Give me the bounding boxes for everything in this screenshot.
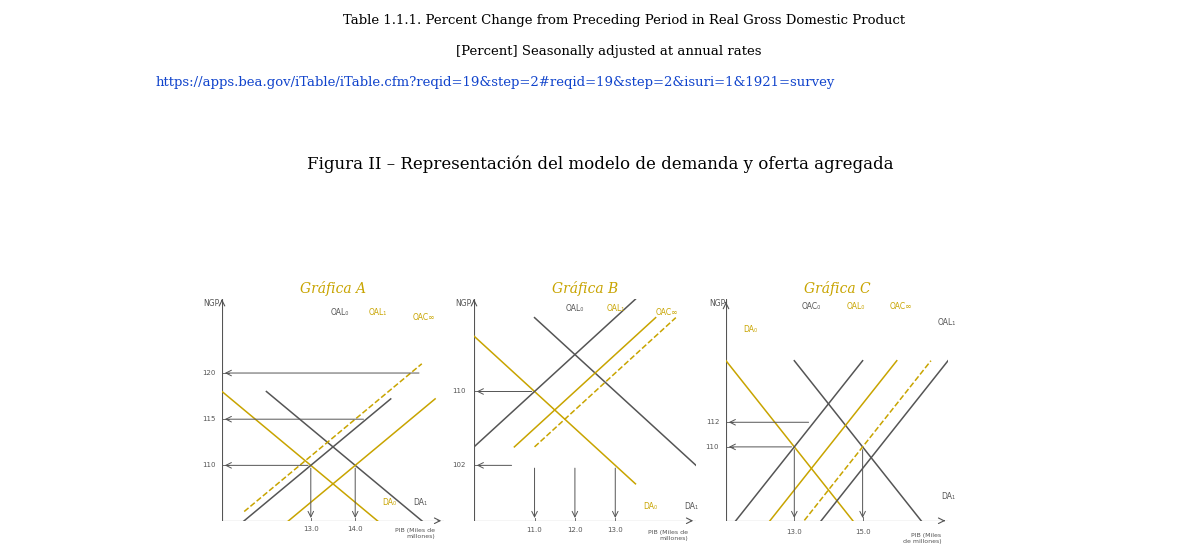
Text: 13.0: 13.0 (302, 526, 319, 532)
Text: DA₀: DA₀ (643, 502, 658, 511)
Text: OAL₀: OAL₀ (330, 309, 349, 317)
Text: OAC∞: OAC∞ (890, 301, 912, 311)
Text: OAC∞: OAC∞ (413, 313, 436, 322)
Text: 102: 102 (452, 463, 466, 468)
Text: 11.0: 11.0 (527, 527, 542, 533)
Text: NGP: NGP (709, 299, 726, 308)
Text: DA₀: DA₀ (382, 498, 396, 507)
Text: Gráfica B: Gráfica B (552, 281, 618, 296)
Text: 110: 110 (452, 388, 466, 394)
Text: OAC∞: OAC∞ (655, 309, 678, 317)
Text: 110: 110 (706, 444, 719, 450)
Text: NGP: NGP (204, 299, 220, 308)
Text: 15.0: 15.0 (854, 530, 870, 535)
Text: DA₁: DA₁ (684, 502, 698, 511)
Text: 120: 120 (202, 370, 215, 376)
Text: 110: 110 (202, 463, 215, 468)
Text: Gráfica C: Gráfica C (804, 281, 870, 296)
Text: OAC₀: OAC₀ (802, 301, 821, 311)
Text: Gráfica A: Gráfica A (300, 281, 366, 296)
Text: OAL₁: OAL₁ (937, 317, 956, 327)
Text: NGP: NGP (456, 299, 472, 308)
Text: 13.0: 13.0 (607, 527, 623, 533)
Text: PIB (Miles de
millones): PIB (Miles de millones) (648, 530, 688, 541)
Text: DA₁: DA₁ (413, 498, 427, 507)
Text: Figura II – Representación del modelo de demanda y oferta agregada: Figura II – Representación del modelo de… (307, 155, 893, 173)
Text: OAL₁: OAL₁ (368, 309, 386, 317)
Text: PIB (Miles
de millones): PIB (Miles de millones) (902, 533, 941, 544)
Text: 112: 112 (706, 419, 719, 425)
Text: 12.0: 12.0 (568, 527, 583, 533)
Text: Table 1.1.1. Percent Change from Preceding Period in Real Gross Domestic Product: Table 1.1.1. Percent Change from Precedi… (343, 14, 905, 27)
Text: 14.0: 14.0 (347, 526, 364, 532)
Text: 115: 115 (202, 416, 215, 422)
Text: OAL₀: OAL₀ (565, 304, 584, 313)
Text: OAL₁: OAL₁ (606, 304, 624, 313)
Text: https://apps.bea.gov/iTable/iTable.cfm?reqid=19&step=2#reqid=19&step=2&isuri=1&1: https://apps.bea.gov/iTable/iTable.cfm?r… (156, 76, 835, 89)
Text: [Percent] Seasonally adjusted at annual rates: [Percent] Seasonally adjusted at annual … (456, 45, 762, 58)
Text: DA₀: DA₀ (743, 325, 757, 335)
Text: OAL₀: OAL₀ (846, 301, 865, 311)
Text: 13.0: 13.0 (786, 530, 802, 535)
Text: DA₁: DA₁ (941, 491, 955, 501)
Text: PIB (Miles de
millones): PIB (Miles de millones) (395, 528, 436, 539)
